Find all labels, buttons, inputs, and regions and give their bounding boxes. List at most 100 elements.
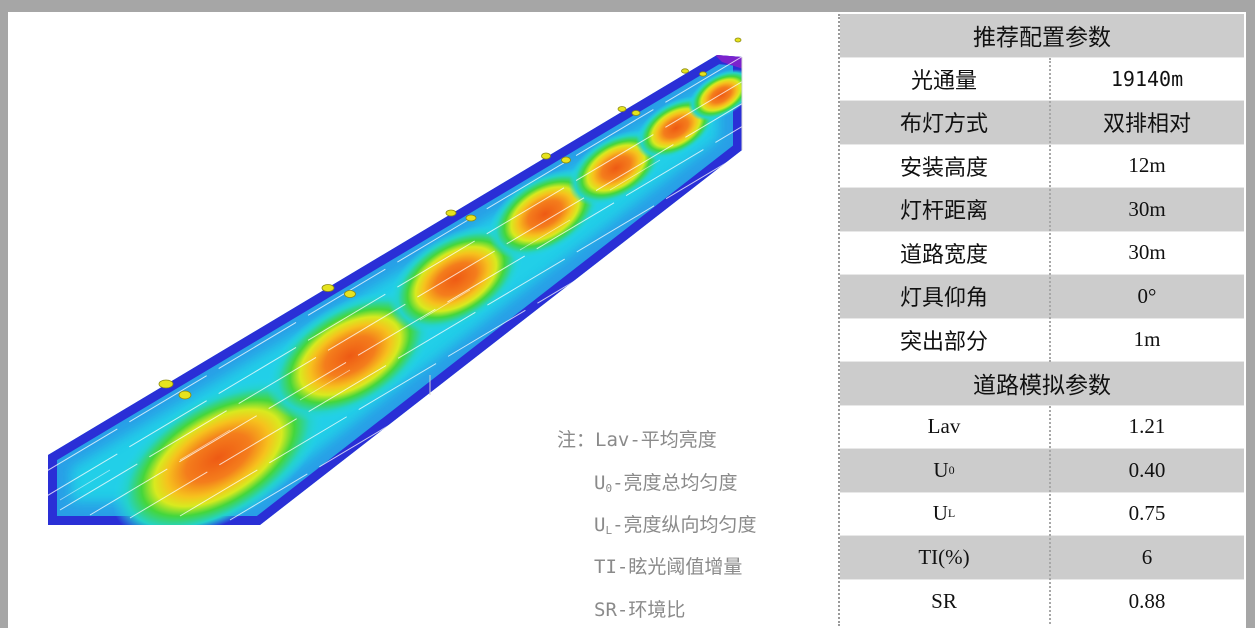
note-desc: -亮度纵向均匀度 [612,514,757,536]
lamp-icon [158,379,174,389]
simulation-title: 道路模拟参数 [973,373,1111,399]
note-term-sub: L [605,524,613,537]
row-value: 1.21 [1128,414,1166,439]
lane-line [48,55,742,476]
table-row: SR 0.88 [840,579,1244,623]
note-sr: SR-环境比 [594,598,685,622]
table-row: 突出部分 1m [840,318,1244,362]
lamp-icon [699,71,707,77]
lamp-icon [681,68,689,74]
column-divider [1049,57,1051,362]
lamp-icon [631,110,641,116]
simulation-header-row: 道路模拟参数 [840,362,1244,406]
lamp-icon [617,106,627,112]
note-desc: -亮度总均匀度 [612,472,738,494]
illuminance-blobs [111,69,742,525]
row-value: 30m [1128,196,1166,221]
row-value: 0.40 [1128,457,1166,482]
note-ti: TI-眩光阈值增量 [594,555,742,579]
row-label-sub: 0 [948,462,955,477]
lane-line [89,91,742,516]
lamp-icon [321,284,335,292]
lane-lines [48,55,742,521]
row-label: TI(%) [918,544,970,569]
parameter-table: 推荐配置参数 光通量 19140m 布灯方式 双排相对 安装高度 12m 灯杆距… [838,14,1244,626]
table-row: Lav 1.21 [840,405,1244,449]
heat-blob [111,377,325,525]
heat-blob [688,69,742,121]
cross-line [59,469,111,501]
cross-lines [59,159,661,501]
config-title: 推荐配置参数 [973,25,1111,51]
note-term: TI [594,556,617,578]
row-value: 双排相对 [1102,111,1191,137]
table-row: 灯具仰角 0° [840,275,1244,319]
cross-line [179,429,231,461]
lane-line [48,70,742,501]
row-value: 6 [1141,544,1153,569]
note-term: Lav [595,429,630,451]
note-desc: -眩光阈值增量 [616,556,743,578]
lane-line [129,106,742,519]
road-illuminance-heatmap [48,37,743,525]
row-value: 1m [1133,327,1161,352]
lane-line [59,80,742,511]
table-row: TI(%) 6 [840,536,1244,580]
row-label-main: U [932,501,948,526]
note-u0: U0-亮度总均匀度 [594,471,738,501]
heat-blob [266,290,434,422]
lamp-icon [178,390,192,400]
row-label: SR [931,588,957,613]
row-label: 安装高度 [899,154,988,180]
lamps [158,37,742,400]
row-value: 0° [1137,283,1157,308]
row-label-sub: L [947,506,956,521]
table-row: 布灯方式 双排相对 [840,101,1244,145]
lamp-icon [445,209,457,217]
table-row: 道路宽度 30m [840,231,1244,275]
note-desc: -平均亮度 [629,429,717,451]
row-value: 12m [1128,153,1166,178]
note-term: U [594,514,606,536]
row-label: 灯具仰角 [899,285,988,311]
note-prefix: 注： [557,429,596,451]
row-label: 道路宽度 [899,241,988,267]
row-label: 突出部分 [899,328,988,354]
row-label-main: U [933,457,949,482]
row-label: 光通量 [910,67,977,93]
lamp-icon [465,214,477,222]
note-term: U [594,472,606,494]
table-row: 安装高度 12m [840,144,1244,188]
row-label: 布灯方式 [899,111,988,137]
lamp-icon [344,290,356,298]
cross-line [609,159,661,191]
row-value: 19140m [1110,66,1184,91]
note-term: SR [594,599,617,621]
table-row: 灯杆距离 30m [840,188,1244,232]
row-value: 0.75 [1128,501,1166,526]
lamp-icon [541,152,551,160]
row-label: 灯杆距离 [899,198,988,224]
config-header-row: 推荐配置参数 [840,14,1244,58]
row-label: Lav [927,414,961,439]
cross-line [299,369,351,401]
row-value: 30m [1128,240,1166,265]
heat-blob [388,225,524,333]
cross-line [419,289,471,321]
cross-line [519,219,571,251]
lamp-icon [561,156,571,164]
row-value: 0.88 [1128,588,1166,613]
column-divider [1049,405,1051,624]
note-lav: 注：Lav-平均亮度 [557,428,717,452]
table-row: 光通量 19140m [840,57,1244,101]
report-panel: 注：Lav-平均亮度 U0-亮度总均匀度 UL-亮度纵向均匀度 TI-眩光阈值增… [8,12,1246,628]
note-term-sub: 0 [605,482,613,495]
note-desc: -环境比 [616,599,686,621]
lamp-icon [734,37,742,43]
note-ul: UL-亮度纵向均匀度 [594,513,757,543]
road-surface [48,55,742,525]
